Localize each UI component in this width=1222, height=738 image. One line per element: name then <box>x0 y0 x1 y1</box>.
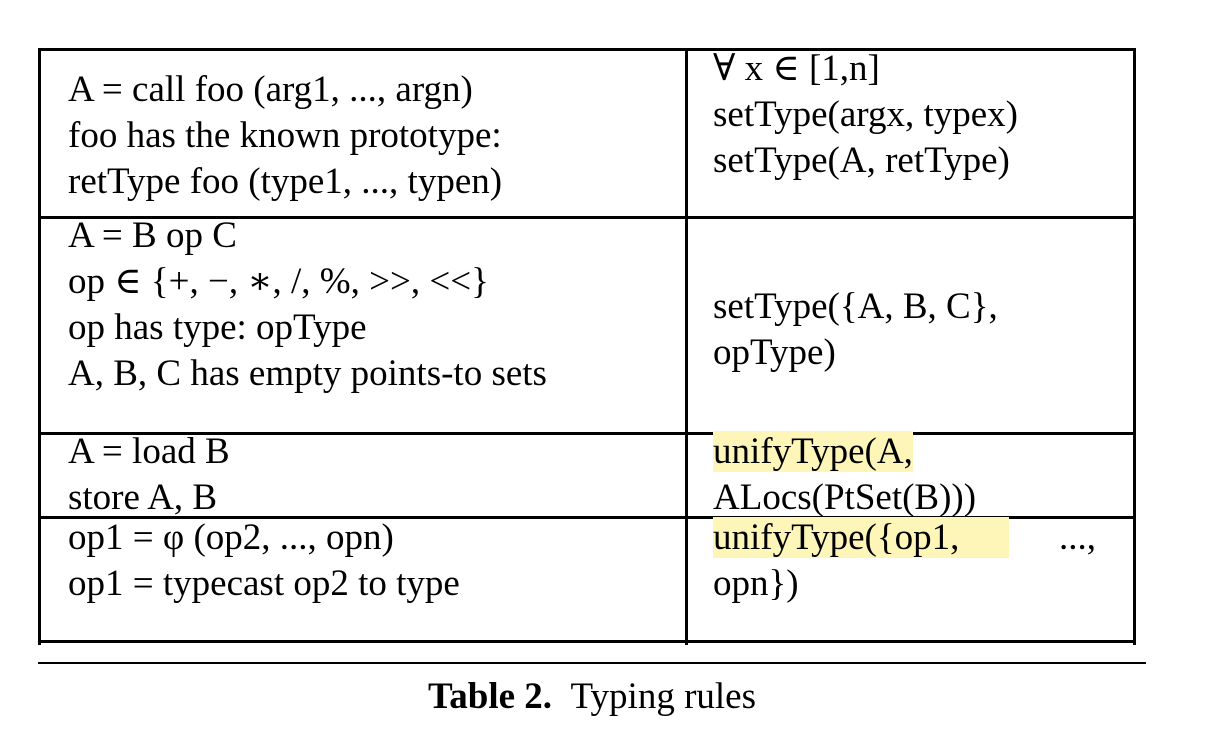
table-cell-line: retType foo (type1, ..., typen) <box>68 161 503 202</box>
caption-text: Typing rules <box>570 676 757 717</box>
table-cell-line: ∀ x ∈ [1,n] <box>713 48 880 89</box>
table-cell-line: setType(A, retType) <box>713 140 1010 181</box>
table-cell-line: unifyType(A, <box>713 429 976 475</box>
table-cell-line: opType) <box>713 332 836 373</box>
ellipsis-text: ..., <box>1059 517 1096 558</box>
table-cell-line: A = call foo (arg1, ..., argn) <box>68 69 473 110</box>
table-cell-line: op has type: opType <box>68 307 367 348</box>
table-cell-condition: A = call foo (arg1, ..., argn) foo has t… <box>68 67 502 205</box>
table-cell-action: unifyType({op1, ..., opn}) <box>713 515 1113 607</box>
table-cell-action: unifyType(A, ALocs(PtSet(B))) <box>713 429 976 521</box>
table-cell-line: unifyType({op1, ..., <box>713 515 1113 561</box>
table-cell-action: ∀ x ∈ [1,n] setType(argx, typex) setType… <box>713 46 1018 184</box>
table-cell-line: op1 = typecast op2 to type <box>68 563 460 604</box>
table-row-divider <box>38 432 1136 435</box>
caption-rule <box>38 662 1146 664</box>
table-caption: Table 2. Typing rules <box>0 674 1184 720</box>
table-cell-line: store A, B <box>68 477 218 518</box>
table-cell-line: ALocs(PtSet(B))) <box>713 477 977 518</box>
table-border-left <box>38 48 41 645</box>
table-border-top <box>38 48 1136 51</box>
table-border-bottom <box>38 640 1136 643</box>
table-cell-line: foo has the known prototype: <box>68 115 502 156</box>
table-row-divider <box>38 216 1136 219</box>
table-border-right <box>1133 48 1136 645</box>
table-cell-line: setType({A, B, C}, <box>713 286 998 327</box>
table-cell-condition: A = B op C op ∈ {+, −, ∗, /, %, >>, <<} … <box>68 213 547 397</box>
table-cell-line: op ∈ {+, −, ∗, /, %, >>, <<} <box>68 261 489 302</box>
table-cell-line: setType(argx, typex) <box>713 94 1018 135</box>
table-row-divider <box>38 516 1136 519</box>
table-cell-condition: op1 = φ (op2, ..., opn) op1 = typecast o… <box>68 515 460 607</box>
table-cell-line: A = load B <box>68 431 230 472</box>
table-cell-line: opn}) <box>713 563 799 604</box>
table-column-divider <box>685 48 688 645</box>
table-cell-line: A = B op C <box>68 215 237 256</box>
table-cell-condition: A = load B store A, B <box>68 429 230 521</box>
table-cell-action: setType({A, B, C}, opType) <box>713 284 998 376</box>
table-cell-line: A, B, C has empty points-to sets <box>68 353 547 394</box>
highlighted-text: unifyType(A, <box>713 431 913 472</box>
highlighted-text: unifyType({op1, <box>713 517 1010 558</box>
table-cell-line: op1 = φ (op2, ..., opn) <box>68 517 394 558</box>
caption-label: Table 2. <box>427 676 553 717</box>
